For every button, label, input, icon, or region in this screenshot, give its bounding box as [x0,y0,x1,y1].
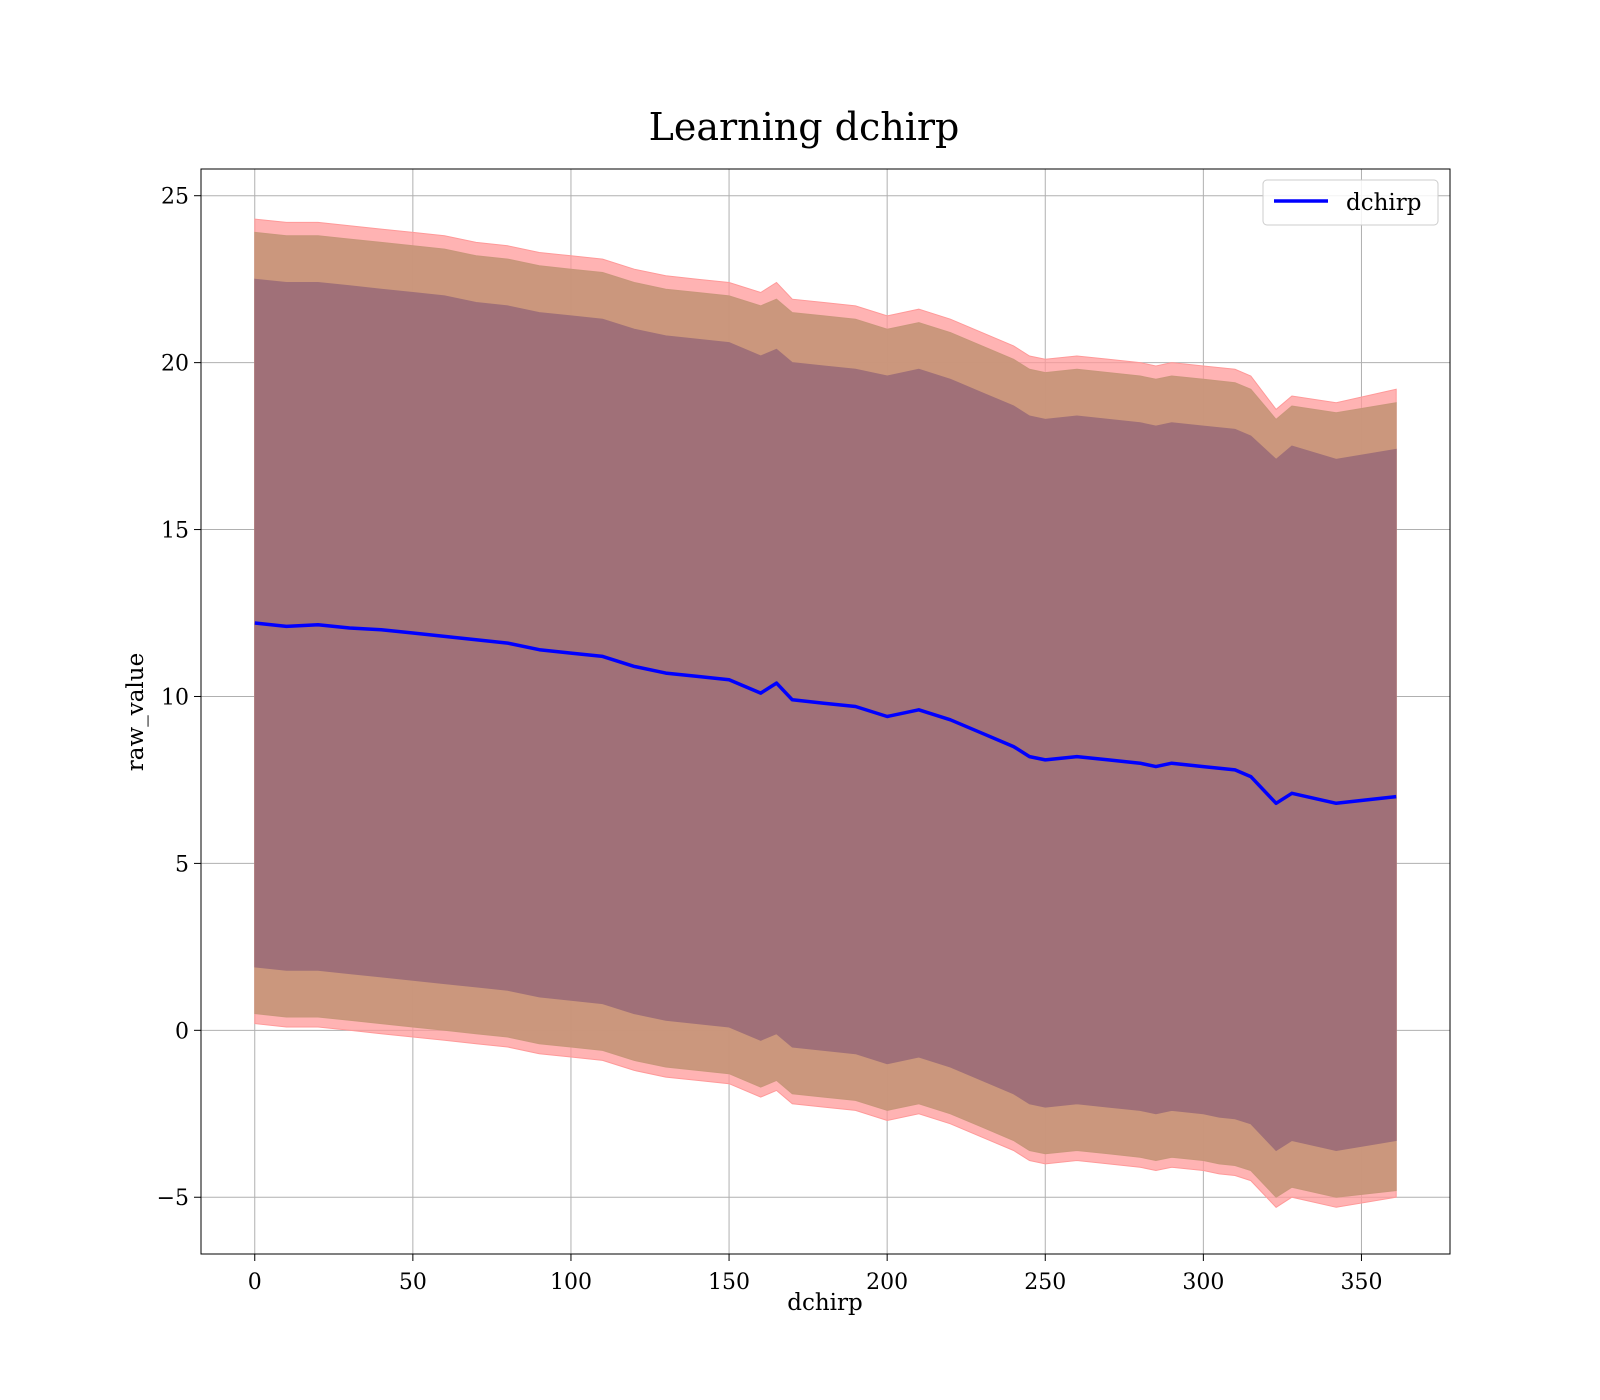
tick-layer: 0 50 100 150 200 250 300 350 −5 0 5 10 15 20 25 [157,185,1383,1295]
x-axis-label: dchirp [787,1290,863,1316]
x-tick-label-250: 250 [1024,1270,1066,1295]
band-inner-area [254,278,1397,1152]
x-tick-label-200: 200 [866,1270,908,1295]
x-tick-label-100: 100 [550,1270,592,1295]
x-tick-label-300: 300 [1182,1270,1224,1295]
x-tick-label-50: 50 [399,1270,427,1295]
plot-frame [200,168,1451,1255]
legend-box [1262,179,1439,226]
y-tick-label-15: 15 [161,519,189,544]
series-line-dchirp [254,621,1397,806]
y-tick-label-10: 10 [161,685,189,710]
y-tick-label-5: 5 [175,852,189,877]
band-layer [254,218,1397,1208]
chart-title: Learning dchirp [649,105,960,149]
y-tick-label--5: −5 [157,1186,189,1211]
x-tick-label-0: 0 [248,1270,262,1295]
legend: dchirp [1262,179,1439,226]
x-tick-label-150: 150 [708,1270,750,1295]
line-layer [254,621,1397,806]
x-tick-label-350: 350 [1340,1270,1382,1295]
legend-label-dchirp: dchirp [1346,190,1422,216]
y-axis-label: raw_value [123,653,149,771]
y-tick-label-20: 20 [161,352,189,377]
y-tick-label-25: 25 [161,185,189,210]
y-tick-label-0: 0 [175,1019,189,1044]
